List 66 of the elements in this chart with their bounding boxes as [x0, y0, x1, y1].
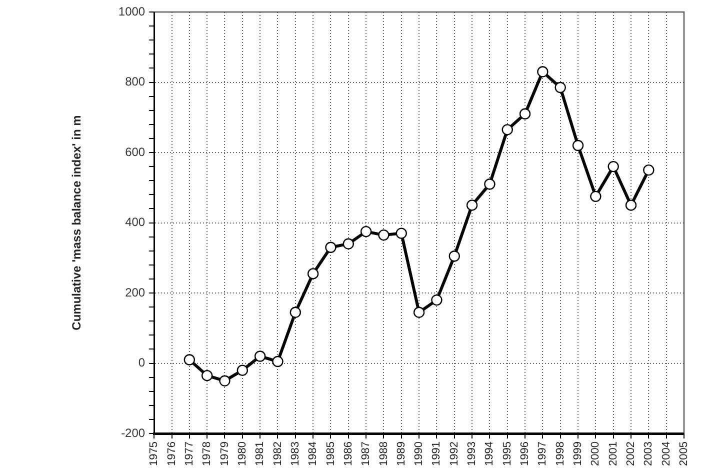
x-tick-label: 1994 — [484, 442, 496, 466]
point — [360, 226, 372, 238]
x-tick-label: 2001 — [607, 442, 620, 466]
x-tick-label: 1990 — [413, 442, 426, 466]
point — [201, 370, 213, 382]
x-tick-label: 1977 — [183, 442, 196, 466]
x-tick-label: 1991 — [430, 442, 443, 466]
point — [448, 250, 460, 262]
x-tick-label: 1981 — [254, 442, 266, 466]
x-tick-label: 1975 — [148, 442, 160, 466]
x-tick-label: 1998 — [554, 442, 566, 466]
point — [307, 268, 319, 280]
point — [236, 364, 248, 376]
x-tick-label: 1979 — [218, 442, 231, 466]
point — [519, 108, 531, 120]
y-tick-label: 800 — [125, 74, 146, 89]
point — [413, 306, 425, 318]
point — [342, 238, 354, 250]
x-tick-label: 1992 — [448, 442, 460, 466]
x-tick-label: 1989 — [395, 442, 408, 466]
point — [625, 200, 637, 211]
x-tick-label: 2004 — [660, 442, 672, 466]
x-tick-label: 1995 — [501, 442, 514, 466]
x-tick-label: 2002 — [625, 442, 638, 466]
point — [572, 140, 584, 152]
x-tick-label: 1976 — [166, 442, 178, 466]
x-tick-label: 1993 — [466, 442, 478, 466]
y-tick-label: 400 — [125, 215, 146, 230]
point — [378, 229, 390, 241]
x-tick-label: 1988 — [378, 442, 390, 466]
x-tick-label: 1982 — [272, 442, 284, 466]
point — [537, 66, 548, 78]
point — [431, 294, 442, 306]
y-tick-label: -200 — [121, 426, 146, 440]
x-tick-label: 2005 — [678, 442, 690, 466]
point — [325, 242, 336, 253]
point — [608, 160, 619, 172]
y-axis-title: Cumulative 'mass balance index' in m — [70, 115, 84, 330]
point — [254, 350, 266, 362]
y-tick-label: 600 — [125, 144, 146, 159]
y-tick-label: 1000 — [118, 4, 146, 18]
point — [484, 178, 496, 190]
x-tick-label: 2003 — [642, 442, 655, 466]
y-tick-label: 200 — [125, 285, 146, 300]
point — [590, 190, 602, 202]
point — [184, 354, 196, 366]
x-tick-label: 2000 — [590, 442, 602, 466]
x-tick-label: 1997 — [536, 442, 549, 466]
point — [466, 200, 478, 211]
x-tick-label: 1984 — [307, 442, 320, 466]
x-tick-label: 1999 — [572, 442, 584, 466]
x-tick-label: 1980 — [236, 442, 248, 466]
point — [396, 228, 407, 239]
x-tick-label: 1987 — [360, 442, 372, 466]
y-tick-label: 0 — [138, 356, 146, 370]
point — [272, 356, 284, 368]
point — [643, 164, 654, 176]
x-tick-label: 1983 — [289, 442, 302, 466]
point — [219, 375, 230, 386]
x-tick-label: 1986 — [342, 442, 354, 466]
point — [554, 82, 566, 94]
x-tick-label: 1985 — [324, 442, 337, 466]
x-tick-label: 1978 — [201, 442, 214, 466]
x-tick-label: 1996 — [519, 442, 532, 466]
point — [290, 306, 302, 318]
point — [502, 124, 513, 136]
